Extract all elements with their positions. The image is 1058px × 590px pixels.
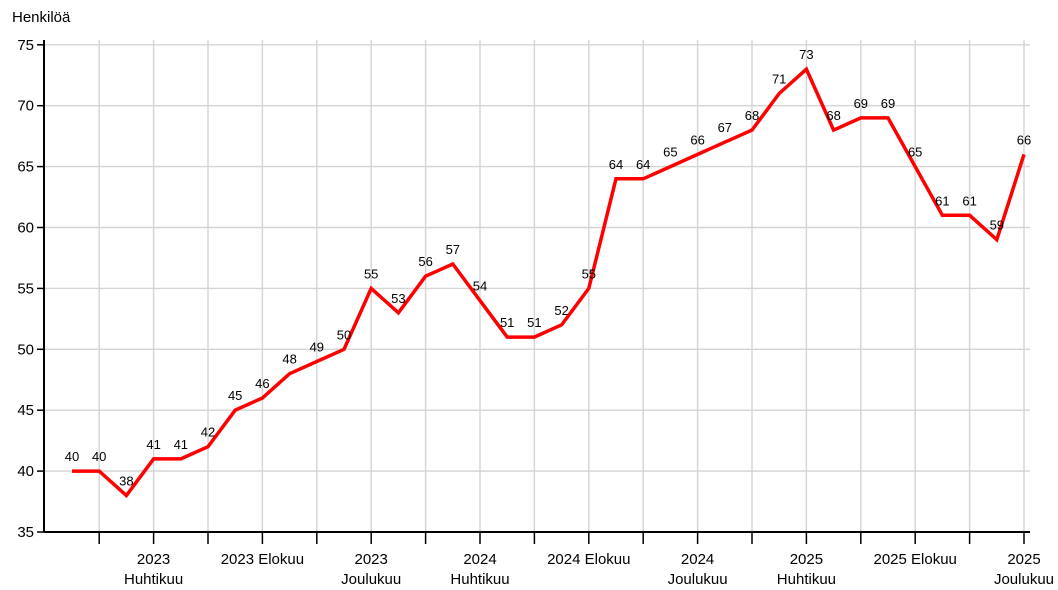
data-label: 56 <box>418 254 432 269</box>
data-label: 42 <box>201 425 215 440</box>
data-label: 66 <box>690 132 704 147</box>
data-label: 50 <box>337 327 351 342</box>
axes: 35 40 45 50 55 60 65 70 75 2023 Huhtikuu 2023 Eloku… <box>17 37 1054 588</box>
x-tick-label-line: 2023 <box>137 551 170 568</box>
data-label: 61 <box>962 193 976 208</box>
data-label: 55 <box>364 266 378 281</box>
data-label: 41 <box>174 437 188 452</box>
data-label: 48 <box>282 352 296 367</box>
y-tick-label: 55 <box>17 280 34 297</box>
x-tick-label-line: 2023 <box>355 551 388 568</box>
x-tick-label-line: 2025 Elokuu <box>873 551 956 568</box>
x-tick-label-line: 2025 <box>790 551 823 568</box>
x-tick-label-line: Joulukuu <box>341 571 401 588</box>
data-label: 64 <box>636 157 650 172</box>
y-tick-label: 75 <box>17 37 34 54</box>
data-label: 65 <box>908 145 922 160</box>
data-label: 51 <box>500 315 514 330</box>
x-tick-label-line: 2024 <box>463 551 496 568</box>
y-tick-label: 60 <box>17 220 34 237</box>
data-label: 64 <box>609 157 623 172</box>
data-label: 67 <box>718 120 732 135</box>
y-axis-label: Henkilöä <box>12 9 71 26</box>
data-label: 54 <box>473 279 487 294</box>
data-label: 41 <box>146 437 160 452</box>
data-label: 40 <box>92 449 106 464</box>
data-label: 46 <box>255 376 269 391</box>
data-label: 68 <box>745 108 759 123</box>
data-label: 38 <box>119 473 133 488</box>
data-label: 51 <box>527 315 541 330</box>
x-tick-label-line: 2024 Elokuu <box>547 551 630 568</box>
x-tick-label-line: Huhtikuu <box>450 571 509 588</box>
data-labels: 40 40 38 41 41 42 45 46 48 49 50 55 53 56 57 54 51 51 52 55… <box>65 47 1031 488</box>
x-tick-label-line: 2025 <box>1007 551 1040 568</box>
x-tick-label: 2024 Joulukuu <box>668 551 728 588</box>
x-tick-label: 2024 Huhtikuu <box>450 551 509 588</box>
data-label: 49 <box>310 339 324 354</box>
y-tick-label: 70 <box>17 98 34 115</box>
x-tick-label-line: Huhtikuu <box>777 571 836 588</box>
x-tick-label: 2024 Elokuu <box>547 551 630 568</box>
x-tick-label-line: Huhtikuu <box>124 571 183 588</box>
data-label: 69 <box>854 96 868 111</box>
data-label: 69 <box>881 96 895 111</box>
data-label: 45 <box>228 388 242 403</box>
data-label: 57 <box>446 242 460 257</box>
x-tick-label: 2023 Elokuu <box>221 551 304 568</box>
y-tick-label: 45 <box>17 402 34 419</box>
data-label: 66 <box>1017 132 1031 147</box>
series-line <box>72 66 1026 499</box>
grid <box>44 40 1030 532</box>
data-label: 52 <box>554 303 568 318</box>
x-tick-label-line: 2024 <box>681 551 714 568</box>
x-tick-label: 2023 Huhtikuu <box>124 551 183 588</box>
x-tick-label: 2025 Huhtikuu <box>777 551 836 588</box>
data-label: 65 <box>663 145 677 160</box>
data-label: 73 <box>799 47 813 62</box>
data-label: 55 <box>582 266 596 281</box>
y-tick-label: 50 <box>17 341 34 358</box>
data-label: 53 <box>391 291 405 306</box>
y-tick-label: 35 <box>17 524 34 541</box>
data-label: 61 <box>935 193 949 208</box>
x-tick-label-line: 2023 Elokuu <box>221 551 304 568</box>
data-label: 68 <box>826 108 840 123</box>
series-layer <box>72 66 1026 499</box>
data-label: 40 <box>65 449 79 464</box>
x-tick-label-line: Joulukuu <box>994 571 1054 588</box>
data-label: 59 <box>990 218 1004 233</box>
x-tick-label: 2023 Joulukuu <box>341 551 401 588</box>
data-label: 71 <box>772 72 786 87</box>
y-tick-label: 40 <box>17 463 34 480</box>
y-tick-label: 65 <box>17 159 34 176</box>
x-tick-label: 2025 Joulukuu <box>994 551 1054 588</box>
x-tick-label-line: Joulukuu <box>668 571 728 588</box>
x-tick-label: 2025 Elokuu <box>873 551 956 568</box>
